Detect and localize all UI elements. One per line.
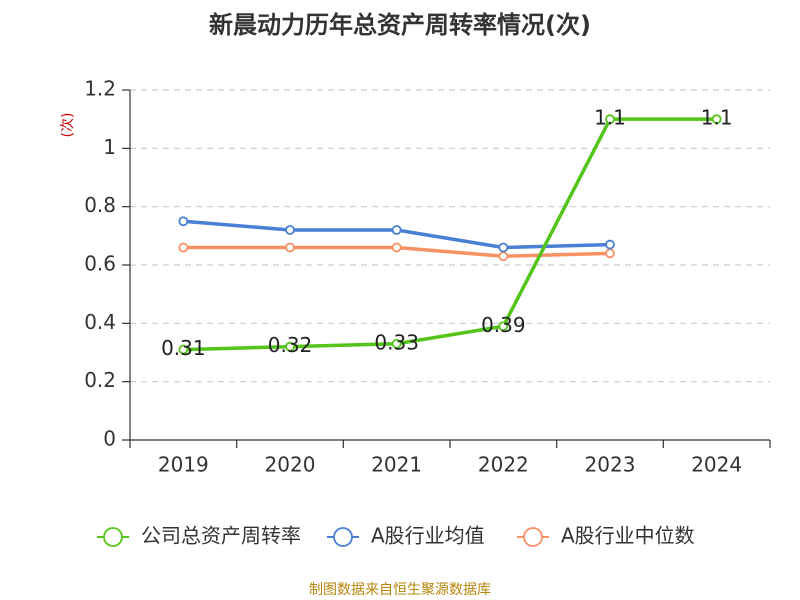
data-label: 0.33 xyxy=(374,330,419,354)
y-tick-label: 0.4 xyxy=(84,310,116,334)
legend-label: A股行业中位数 xyxy=(561,524,695,548)
y-tick-label: 0.8 xyxy=(84,193,116,217)
legend-item: A股行业均值 xyxy=(327,524,485,548)
legend-label: A股行业均值 xyxy=(371,524,485,548)
data-label: 1.1 xyxy=(701,106,733,130)
data-point xyxy=(605,114,615,125)
x-tick-label: 2021 xyxy=(371,453,422,477)
data-point xyxy=(498,321,509,332)
data-point xyxy=(605,248,615,259)
data-point xyxy=(391,225,402,235)
data-point xyxy=(178,242,189,253)
data-point xyxy=(605,239,615,250)
legend-swatch-marker xyxy=(103,527,123,547)
data-point xyxy=(285,225,295,235)
axes: 0 0.2 0.4 0.6 0.8 1 1.2 2019 2020 2021 2022 2023 202… xyxy=(84,77,771,477)
data-label: 0.31 xyxy=(161,336,206,360)
data-label: 1.1 xyxy=(594,106,626,130)
data-point xyxy=(285,242,295,253)
x-tick-label: 2024 xyxy=(691,453,742,477)
series-group xyxy=(178,114,722,355)
y-tick-label: 0 xyxy=(103,427,116,451)
gridlines xyxy=(130,89,770,383)
data-point xyxy=(498,251,509,262)
x-tick-label: 2023 xyxy=(585,453,636,477)
y-tick-label: 1 xyxy=(103,135,116,159)
series-line xyxy=(181,117,719,352)
y-tick-label: 0.2 xyxy=(84,368,116,392)
legend-swatch-marker xyxy=(523,527,543,547)
source-note: 制图数据来自恒生聚源数据库 xyxy=(309,582,491,598)
data-point xyxy=(498,242,509,253)
legend-item: 公司总资产周转率 xyxy=(97,524,301,548)
x-tick-label: 2020 xyxy=(265,453,316,477)
data-label: 0.39 xyxy=(481,313,526,337)
x-tick-label: 2022 xyxy=(478,453,529,477)
chart-title: 新晨动力历年总资产周转率情况(次) xyxy=(209,11,591,39)
data-labels: 0.31 0.32 0.33 0.39 1.1 1.1 xyxy=(161,106,733,360)
legend-swatch-marker xyxy=(333,527,353,547)
data-point xyxy=(178,344,189,355)
legend: 公司总资产周转率 A股行业均值 A股行业中位数 xyxy=(97,524,695,548)
data-point xyxy=(178,216,189,227)
x-tick-label: 2019 xyxy=(158,453,209,477)
legend-item: A股行业中位数 xyxy=(517,524,695,548)
data-point xyxy=(285,341,295,352)
series-group xyxy=(178,216,615,253)
data-label: 0.32 xyxy=(268,333,313,357)
data-point xyxy=(391,242,402,253)
y-axis-label: (次) xyxy=(60,113,76,138)
legend-label: 公司总资产周转率 xyxy=(141,524,301,548)
y-tick-label: 1.2 xyxy=(84,77,116,101)
series-lines xyxy=(178,114,722,355)
data-point xyxy=(391,338,402,349)
y-tick-label: 0.6 xyxy=(84,252,116,276)
data-point xyxy=(711,114,722,125)
